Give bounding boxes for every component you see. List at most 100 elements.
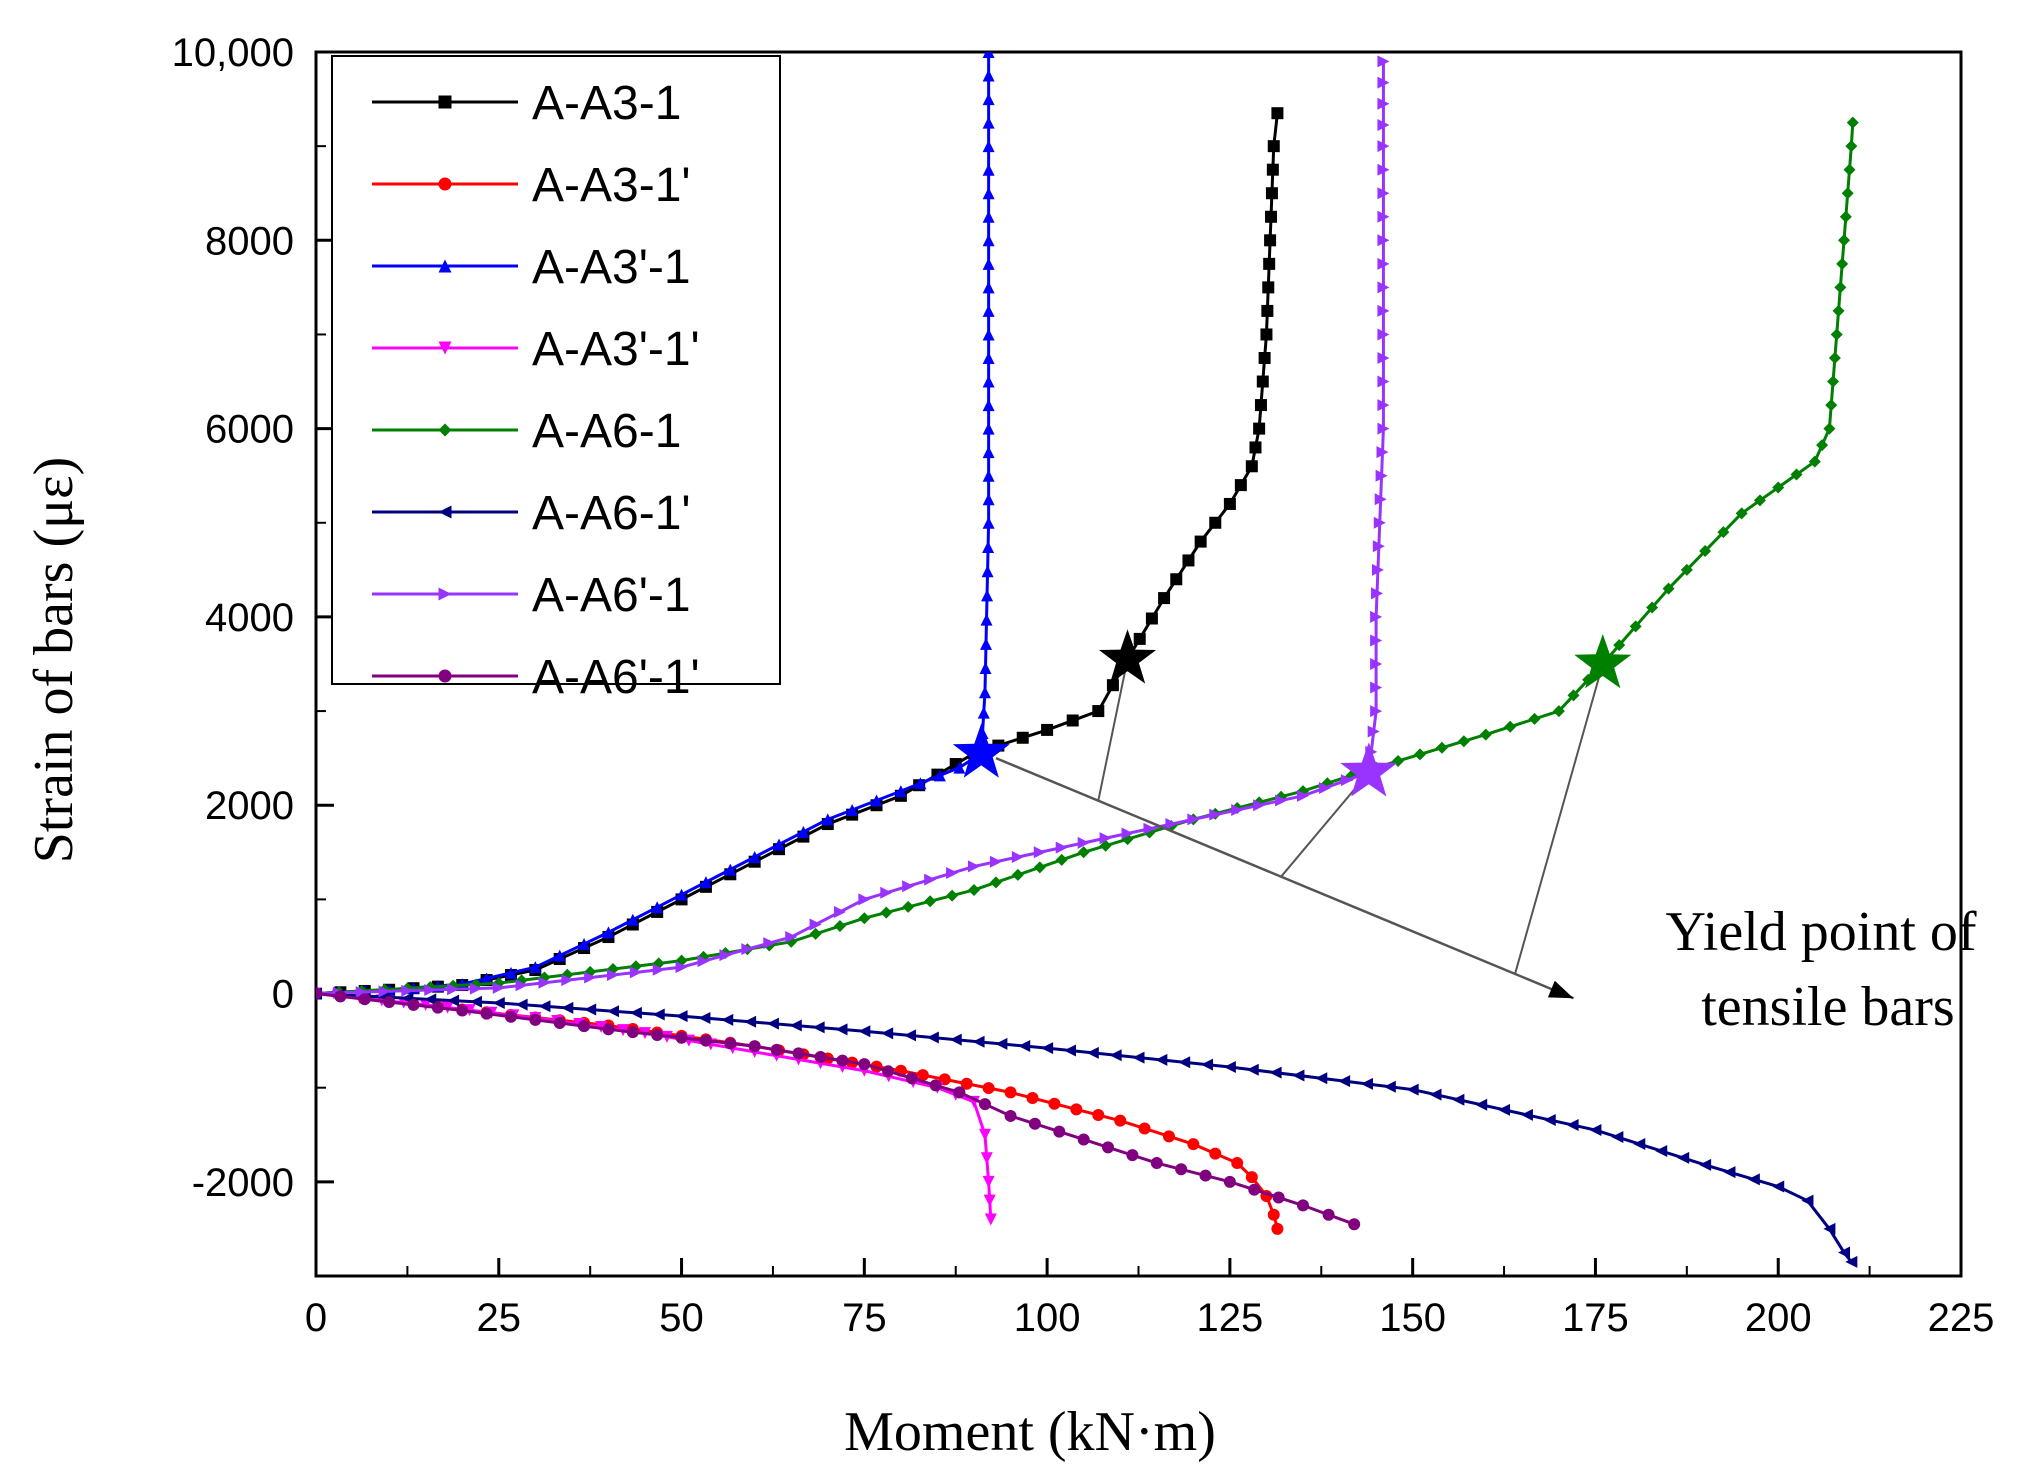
point-a-a3p-1 (870, 794, 883, 807)
point-a-a6p-1 (1033, 846, 1046, 859)
point-a-a3p-1 (578, 937, 591, 950)
point-a-a6-1 (1504, 720, 1517, 733)
point-a-a3p-1 (982, 304, 995, 317)
point-a-a6-1p (766, 1017, 779, 1030)
point-a-a6-1p (1611, 1131, 1624, 1144)
point-a-a6p-1p (626, 1026, 639, 1039)
point-a-a6-1p (835, 1023, 848, 1036)
point-a-a6p-1p (1322, 1208, 1335, 1221)
x-tick-label: 100 (1014, 1296, 1081, 1340)
point-a-a6p-1 (1377, 140, 1390, 153)
annotation-text: Yield point of tensile bars (1665, 901, 1990, 1038)
point-a-a6p-1 (1372, 540, 1385, 553)
point-a-a6p-1p (504, 1010, 517, 1023)
point-a-a6-1 (1808, 455, 1821, 468)
point-a-a6-1p (1520, 1108, 1533, 1121)
point-a-a6-1p (538, 1000, 551, 1013)
point-a-a6p-1p (858, 1058, 871, 1071)
point-a-a6p-1 (1377, 234, 1390, 247)
point-a-a6-1p (972, 1035, 985, 1048)
annotation-layer (995, 659, 1604, 1000)
point-a-a6-1p (1201, 1058, 1214, 1071)
point-a-a6-1p (1633, 1137, 1646, 1150)
point-a-a3-1p (1004, 1086, 1017, 1099)
point-a-a3p-1 (602, 926, 615, 939)
point-a-a6-1 (1680, 563, 1693, 576)
point-a-a6-1p (1292, 1069, 1305, 1082)
point-a-a3p-1 (982, 187, 995, 200)
point-a-a6-1 (1836, 257, 1849, 270)
point-a-a6-1p (561, 1001, 574, 1014)
point-a-a6p-1 (1377, 375, 1390, 388)
legend-label: A-A6'-1 (532, 569, 691, 622)
point-a-a6-1 (1845, 140, 1858, 153)
point-a-a3p-1 (982, 210, 995, 223)
point-a-a6-1 (1613, 639, 1626, 652)
point-a-a3p-1p (980, 1152, 993, 1165)
point-a-a6-1 (1843, 163, 1856, 176)
legend-marker (438, 587, 452, 601)
point-a-a6p-1 (924, 873, 937, 886)
point-a-a6-1 (1011, 868, 1024, 881)
point-a-a3-1 (1170, 573, 1183, 586)
point-a-a6-1 (1413, 748, 1426, 761)
point-a-a3-1 (1158, 592, 1171, 605)
point-a-a6p-1 (1297, 789, 1309, 802)
point-a-a3p-1 (982, 446, 995, 459)
point-a-a6p-1 (469, 982, 482, 995)
point-a-a3p-1 (846, 803, 859, 816)
point-a-a3-1p (1026, 1092, 1039, 1105)
point-a-a6-1p (492, 996, 505, 1009)
point-a-a6-1 (946, 889, 959, 902)
point-a-a6p-1 (401, 984, 414, 997)
point-a-a6-1p (1360, 1077, 1373, 1090)
point-a-a6-1p (1723, 1166, 1736, 1179)
point-a-a6-1p (1018, 1040, 1031, 1053)
point-a-a6-1p (744, 1015, 757, 1028)
x-tick-label: 225 (1928, 1296, 1995, 1340)
point-a-a6p-1p (1199, 1169, 1212, 1182)
y-tick-label: 8000 (205, 219, 294, 263)
point-a-a6-1 (1753, 494, 1766, 507)
point-a-a6-1 (968, 883, 980, 896)
point-a-a6p-1p (748, 1040, 761, 1053)
point-a-a6p-1 (1121, 827, 1134, 840)
point-a-a3p-1 (982, 140, 995, 153)
point-a-a6-1p (1132, 1051, 1145, 1064)
point-a-a3p-1 (982, 116, 995, 129)
point-a-a6p-1 (1377, 76, 1390, 89)
point-a-a6p-1 (1143, 822, 1156, 835)
point-a-a3-1 (1249, 441, 1262, 454)
point-a-a3p-1 (724, 863, 737, 876)
point-a-a6-1 (1033, 861, 1046, 874)
point-a-a6p-1p (814, 1050, 827, 1063)
y-tick-label: 10,000 (172, 31, 294, 75)
x-tick-label: 125 (1197, 1296, 1264, 1340)
point-a-a6-1 (1841, 187, 1854, 200)
point-a-a6-1 (1838, 234, 1851, 247)
point-a-a3p-1 (982, 469, 995, 482)
annotation-arrowhead (1547, 980, 1574, 999)
point-a-a6p-1p (553, 1017, 566, 1030)
point-a-a6-1 (1816, 439, 1829, 452)
point-a-a3-1p (1138, 1122, 1151, 1135)
point-a-a6p-1p (929, 1079, 942, 1092)
point-a-a6p-1 (1370, 658, 1383, 670)
point-a-a3-1p (1231, 1157, 1244, 1170)
legend-marker (438, 669, 452, 683)
point-a-a3p-1 (982, 234, 995, 247)
point-a-a6-1p (447, 994, 460, 1007)
point-a-a6-1p (1772, 1180, 1785, 1193)
annotation-arrow-line (995, 756, 1574, 1000)
point-a-a3p-1 (982, 399, 995, 412)
point-a-a6-1p (424, 993, 437, 1006)
point-a-a3-1p (1070, 1103, 1083, 1116)
point-a-a6p-1 (785, 931, 798, 944)
point-a-a6-1p (1155, 1053, 1168, 1066)
point-a-a6p-1p (456, 1004, 469, 1017)
point-a-a3p-1 (980, 637, 993, 650)
point-a-a6p-1p (358, 993, 371, 1006)
legend-label: A-A3-1' (532, 159, 691, 212)
point-a-a6-1p (584, 1003, 597, 1016)
y-tick-label: 6000 (205, 408, 294, 452)
